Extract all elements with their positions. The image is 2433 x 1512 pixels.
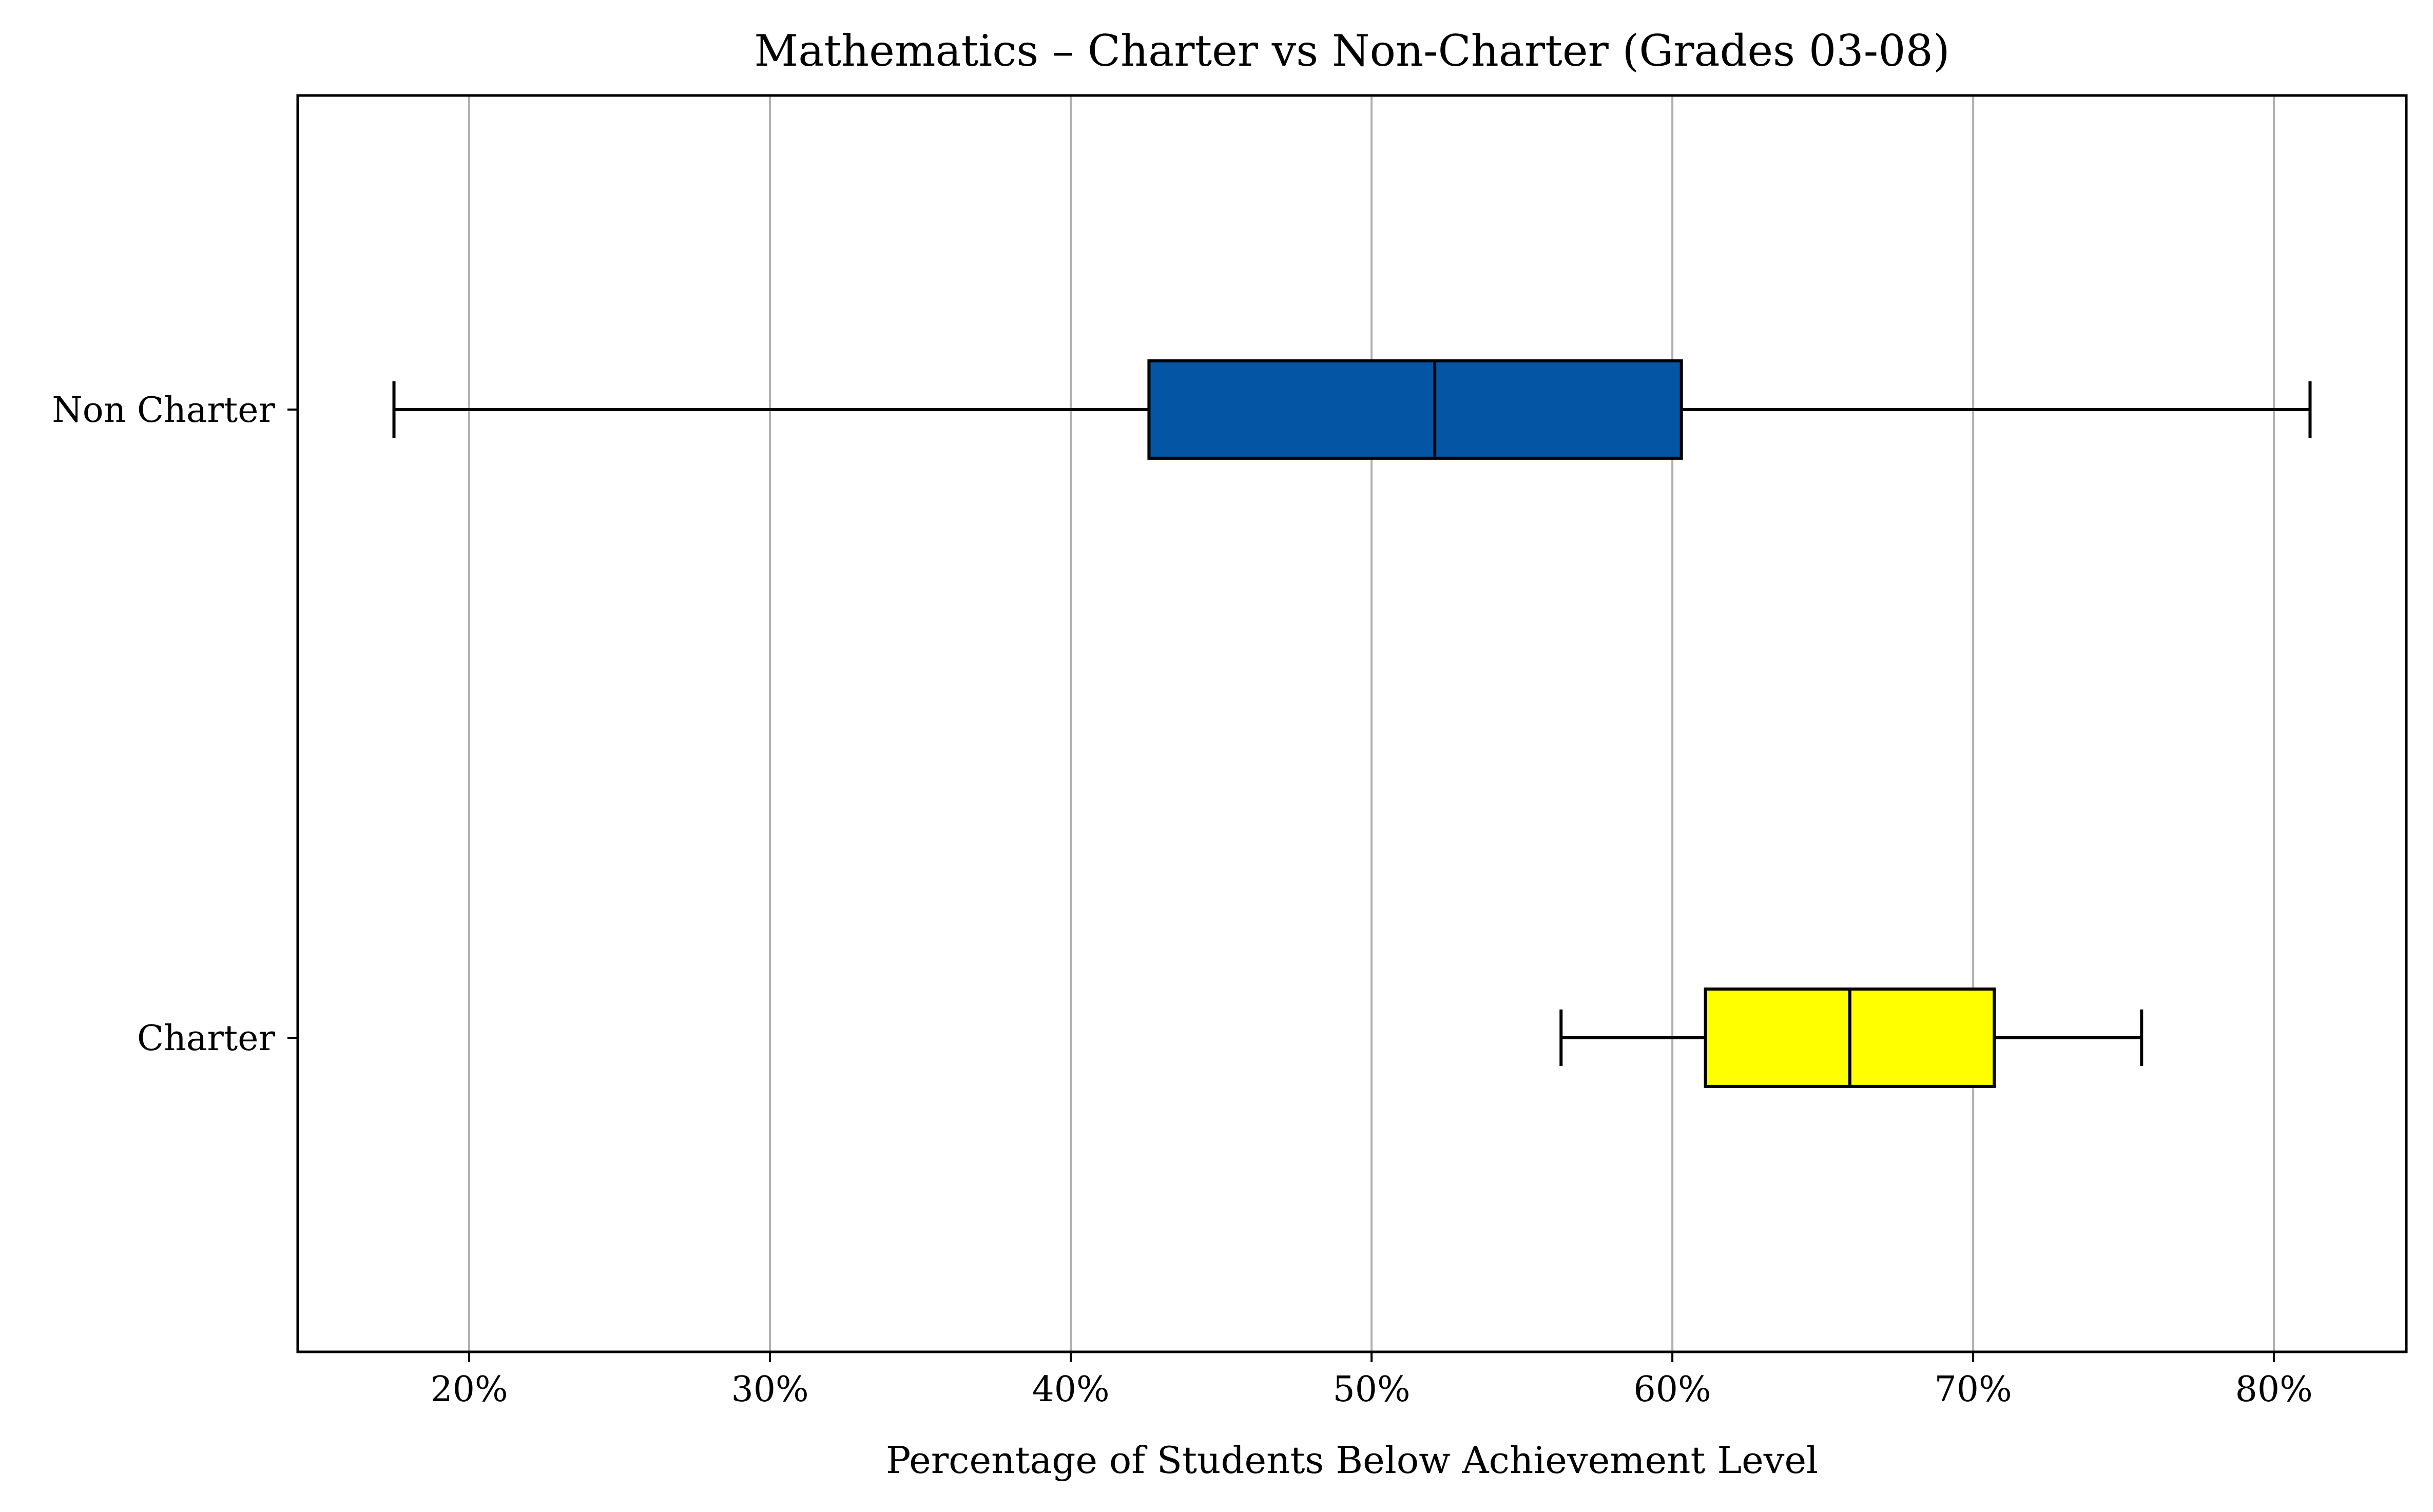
gridlines xyxy=(468,95,2275,1352)
boxes xyxy=(392,359,2312,1088)
x-tick-label: 30% xyxy=(731,1369,808,1410)
x-tick-label: 80% xyxy=(2235,1369,2313,1410)
x-tick-label: 50% xyxy=(1333,1369,1411,1410)
x-tick-label: 60% xyxy=(1634,1369,1711,1410)
x-tick-label: 70% xyxy=(1935,1369,2012,1410)
box-group xyxy=(392,359,2312,460)
iqr-box xyxy=(1147,359,1683,460)
y-tick-label: Charter xyxy=(137,1018,275,1059)
y-tick-label: Non Charter xyxy=(52,390,275,431)
x-axis-label: Percentage of Students Below Achievement… xyxy=(886,1439,1818,1482)
x-tick-label: 40% xyxy=(1032,1369,1110,1410)
axes: 20% 30% 40% 50% 60% 70% 80% Non Charter Charter xyxy=(52,390,2313,1410)
x-tick-label: 20% xyxy=(430,1369,508,1410)
box-group xyxy=(1559,987,2144,1088)
plot-frame xyxy=(296,94,2408,1353)
chart-title: Mathematics – Charter vs Non-Charter (Gr… xyxy=(754,26,1950,76)
